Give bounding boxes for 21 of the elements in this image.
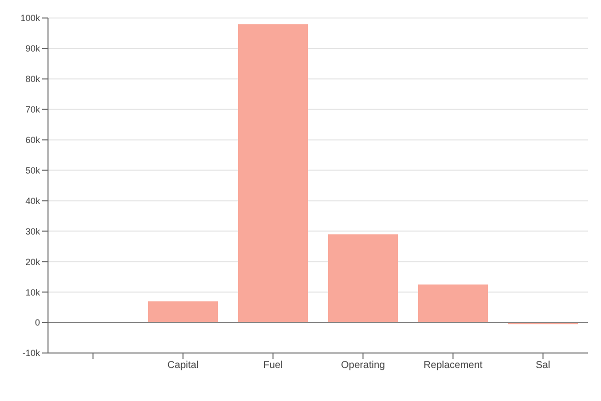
y-tick-label: 0 <box>34 318 40 328</box>
y-tick-label: 80k <box>25 74 40 84</box>
bar <box>238 24 308 323</box>
y-tick-label: 10k <box>25 287 40 298</box>
y-tick-label: 40k <box>25 196 40 206</box>
y-tick-label: 90k <box>25 44 40 54</box>
x-tick-label: Fuel <box>263 360 283 372</box>
x-tick-label: Operating <box>341 360 385 372</box>
y-tick-label: 30k <box>25 226 40 236</box>
bar <box>418 284 488 323</box>
x-tick-label: Capital <box>167 360 199 372</box>
y-tick-label: 60k <box>25 135 40 146</box>
x-tick-label: Replacement <box>424 360 483 372</box>
bar <box>328 234 398 323</box>
x-tick-label: Sal <box>536 360 550 372</box>
y-tick-label: -10k <box>22 348 40 358</box>
y-tick-label: 50k <box>25 165 40 176</box>
y-tick-label: 20k <box>25 256 40 267</box>
bar <box>148 301 218 323</box>
y-tick-label: 100k <box>20 13 40 24</box>
y-tick-label: 70k <box>25 104 40 115</box>
